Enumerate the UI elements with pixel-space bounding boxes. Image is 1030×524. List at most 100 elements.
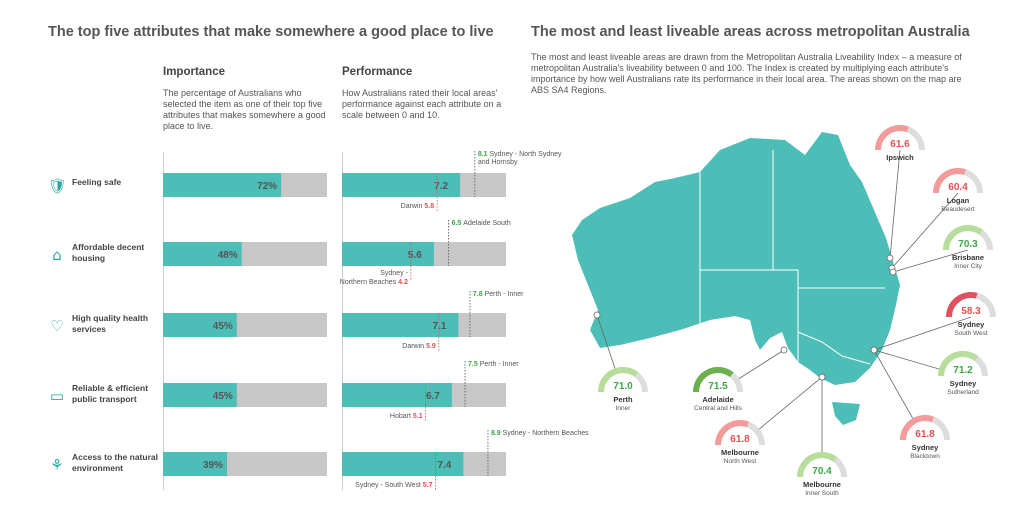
bus-icon: ▭ (49, 387, 65, 405)
high-value: 8.1 (478, 151, 490, 158)
high-value: 7.8 (473, 291, 485, 298)
low-label: Sydney - South West 5.7 (355, 482, 432, 489)
gauge-arc (946, 292, 978, 318)
low-value: 4.2 (398, 279, 408, 286)
high-area: Sydney - Northern Beaches (503, 430, 589, 437)
high-area: Perth - Inner (485, 291, 525, 298)
gauge-arc (715, 420, 750, 446)
gauge-value: 71.2 (953, 365, 973, 376)
importance-value-label: 72% (257, 181, 277, 192)
gauge-value: 71.0 (613, 381, 633, 392)
gauge-subplace: North West (724, 458, 757, 465)
leader-line (889, 149, 901, 259)
low-value: 5.9 (426, 343, 436, 350)
low-area: Sydney - South West (355, 482, 423, 489)
gauge-arc (943, 225, 983, 251)
performance-value-label: 7.4 (437, 460, 451, 471)
high-label: 8.9 Sydney - Northern Beaches (491, 430, 589, 437)
gauge-arc (693, 367, 734, 393)
high-label: 7.5 Perth - Inner (468, 361, 519, 368)
low-label: Darwin 5.8 (401, 203, 435, 210)
heart-pulse-icon: ♡ (50, 317, 64, 335)
high-label: 8.1 Sydney - North Sydney and Hornsby (478, 151, 562, 166)
importance-value-label: 45% (213, 391, 233, 402)
gauge-place: Adelaide (702, 395, 733, 404)
importance-bar (163, 173, 282, 197)
high-area: Perth - Inner (480, 361, 520, 368)
gauge-value: 58.3 (961, 306, 981, 317)
performance-desc: How Australians rated their local areas'… (342, 88, 502, 120)
gauge-value: 70.4 (812, 466, 832, 477)
leader-line (873, 316, 972, 351)
high-value: 8.9 (491, 430, 503, 437)
performance-bar (342, 242, 434, 266)
map-desc: The most and least liveable areas are dr… (531, 52, 962, 95)
importance-value-label: 39% (203, 460, 223, 471)
high-area: and Hornsby (478, 159, 518, 166)
importance-value-label: 45% (213, 321, 233, 332)
gauge-subplace: Beaudesert (941, 206, 974, 213)
high-label: 7.8 Perth - Inner (473, 291, 524, 298)
importance-bar (163, 383, 237, 407)
gauge-subplace: Central and Hills (694, 405, 742, 412)
australia-map (572, 132, 900, 425)
attribute-label: High quality health services (72, 313, 149, 334)
importance-heading: Importance (163, 66, 225, 78)
gauge-place: Sydney (912, 443, 940, 452)
performance-bar (342, 383, 452, 407)
performance-heading: Performance (342, 66, 413, 78)
gauge-subplace: Inner South (805, 490, 839, 497)
gauge-subplace: Sutherland (947, 389, 979, 396)
high-area: Sydney - North Sydney (490, 151, 562, 158)
importance-bar (163, 452, 227, 476)
high-value: 7.5 (468, 361, 480, 368)
high-value: 6.5 (452, 220, 464, 227)
performance-value-label: 7.1 (433, 321, 447, 332)
low-area: Darwin (402, 343, 426, 350)
low-label: Northern Beaches 4.2 (340, 279, 408, 286)
attribute-label: Access to the natural environment (72, 452, 158, 473)
gauge-place: Melbourne (721, 448, 759, 457)
gauge-place: Sydney (950, 379, 978, 388)
gauge-place: Sydney (958, 320, 986, 329)
gauge-value: 61.8 (915, 429, 935, 440)
gauge-place: Ipswich (886, 153, 914, 162)
importance-desc: The percentage of Australians who select… (163, 88, 326, 131)
leader-line (892, 249, 969, 273)
left-title: The top five attributes that make somewh… (48, 24, 494, 40)
low-label: Hobart 5.1 (390, 413, 423, 420)
gauge-place: Brisbane (952, 253, 984, 262)
performance-value-label: 6.7 (426, 391, 440, 402)
low-area: Northern Beaches (340, 279, 398, 286)
importance-bar (163, 242, 242, 266)
location-dot (780, 346, 788, 354)
gauge-arc (797, 452, 837, 478)
gauge-value: 70.3 (958, 239, 978, 250)
gauge-value: 61.6 (890, 139, 910, 150)
gauge-value: 61.8 (730, 434, 750, 445)
attribute-label: Reliable & efficient public transport (72, 383, 149, 404)
gauge-value: 71.5 (708, 381, 728, 392)
low-value: 5.1 (413, 413, 423, 420)
low-area: Hobart (390, 413, 413, 420)
attribute-label: Feeling safe (72, 177, 122, 187)
location-dot (593, 311, 601, 319)
gauge-subplace: Inner City (954, 263, 983, 270)
high-label: 6.5 Adelaide South (452, 220, 511, 227)
performance-value-label: 5.6 (408, 250, 422, 261)
shield-check-icon: 🛡 (48, 177, 68, 195)
gauge-value: 60.4 (948, 182, 968, 193)
gauge-place: Logan (947, 196, 970, 205)
state-borders (699, 150, 885, 365)
attribute-label: Affordable decent housing (72, 242, 145, 263)
bar-charts: 72% 48% 45% 45% 39% 7.2 8.1 Sydney - North Syd… (163, 151, 589, 490)
leader-line (891, 192, 959, 269)
location-dot (818, 373, 826, 381)
gauge-place: Perth (613, 395, 633, 404)
gauge-arc (933, 168, 967, 194)
gauge-subplace: Inner (616, 405, 632, 412)
gauge-subplace: Blacktown (910, 453, 940, 460)
performance-bar (342, 452, 464, 476)
low-label: Sydney - (380, 270, 408, 277)
